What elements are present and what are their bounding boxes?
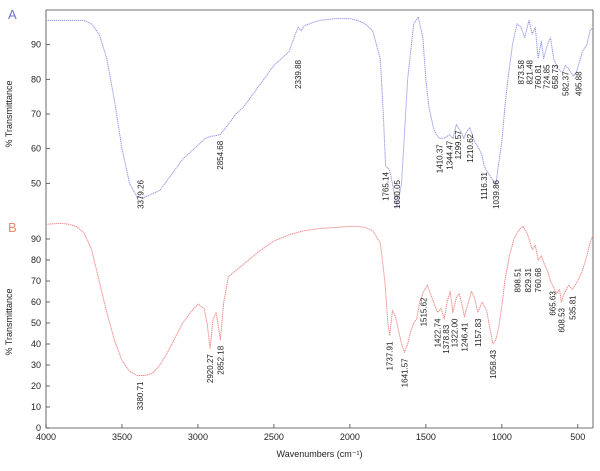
spectrum-line <box>46 16 594 209</box>
peak-label: 1246.41 <box>460 322 469 351</box>
y-tick-label: 60 <box>31 297 41 307</box>
panel-b: 0 10 20 30 40 50 60 70 80 90 % Transmittance B 3380.… <box>4 218 594 433</box>
peak-label: 1737.91 <box>386 341 395 370</box>
peak-label: 495.88 <box>574 71 583 96</box>
y-tick-label: 80 <box>31 255 41 265</box>
y-tick-label: 10 <box>31 402 41 412</box>
spectrum-line <box>45 222 594 376</box>
peak-label: 3380.71 <box>136 381 145 410</box>
peak-label: 2852.18 <box>216 345 225 374</box>
peak-label: 2339.88 <box>294 59 303 88</box>
peak-label: 2854.68 <box>216 140 225 169</box>
peak-label: 1322.00 <box>451 318 460 347</box>
peak-label: 1378.83 <box>442 324 451 353</box>
y-tick-label: 90 <box>31 234 41 244</box>
y-tick-label: 70 <box>31 109 41 119</box>
peak-label: 1116.31 <box>480 171 489 199</box>
x-tick-label: 500 <box>570 432 585 442</box>
peak-label: 760.68 <box>534 267 543 292</box>
peak-label: 821.48 <box>526 59 535 84</box>
peak-label: 582.37 <box>561 71 570 96</box>
y-tick-label: 50 <box>31 178 41 188</box>
peak-label: 1210.62 <box>466 133 475 162</box>
peak-label: 1515.62 <box>419 297 428 326</box>
y-tick-label: 80 <box>31 74 41 84</box>
y-tick-label: 20 <box>31 381 41 391</box>
peak-label: 1422.74 <box>434 318 443 347</box>
y-tick-label: 90 <box>31 40 41 50</box>
peak-label: 608.53 <box>557 307 566 332</box>
peak-label: 1765.14 <box>382 171 391 200</box>
x-tick-label: 2000 <box>340 432 360 442</box>
peak-label: 1039.86 <box>492 179 501 208</box>
y-tick-label: 60 <box>31 144 41 154</box>
peak-label: 724.85 <box>543 64 552 89</box>
panel-a: 50 60 70 80 90 % Transmittance A 3379.26 2854.68… <box>4 7 594 218</box>
y-tick-label: 30 <box>31 360 41 370</box>
peak-label: 1344.47 <box>445 140 454 169</box>
y-axis-title: % Transmittance <box>4 80 14 147</box>
peak-label: 760.81 <box>534 64 543 89</box>
peak-label: 873.58 <box>517 59 526 84</box>
x-tick-label: 1000 <box>492 432 512 442</box>
x-tick-label: 2500 <box>264 432 284 442</box>
peak-label: 535.81 <box>568 295 577 320</box>
panel-letter: A <box>8 7 17 22</box>
peak-label: 3379.26 <box>136 179 145 208</box>
peak-label: 829.31 <box>524 267 533 292</box>
shared-x-axis: 4000 3500 3000 2500 2000 1500 1000 500 Wavenumbe… <box>36 424 593 459</box>
peak-label: 1410.37 <box>435 144 444 173</box>
y-tick-label: 70 <box>31 276 41 286</box>
x-tick-label: 3500 <box>112 432 132 442</box>
peak-label: 1157.83 <box>474 318 483 347</box>
x-axis-title: Wavenumbers (cm⁻¹) <box>277 449 363 459</box>
y-tick-label: 40 <box>31 339 41 349</box>
peak-label: 665.63 <box>549 291 558 316</box>
peak-label: 1058.43 <box>489 349 498 378</box>
x-tick-label: 1500 <box>416 432 436 442</box>
y-axis-title: % Transmittance <box>4 288 14 355</box>
peak-label: 1690.05 <box>393 179 402 208</box>
peak-label: 1641.57 <box>400 358 409 387</box>
y-tick-label: 50 <box>31 318 41 328</box>
peak-label: 1299.57 <box>454 130 463 159</box>
y-tick-label: 0 <box>36 423 41 433</box>
peak-label: 2920.27 <box>206 354 215 383</box>
panel-letter: B <box>8 220 17 235</box>
peak-label: 898.51 <box>513 267 522 292</box>
peak-label: 658.73 <box>551 64 560 89</box>
x-tick-label: 4000 <box>36 432 56 442</box>
x-tick-label: 3000 <box>188 432 208 442</box>
